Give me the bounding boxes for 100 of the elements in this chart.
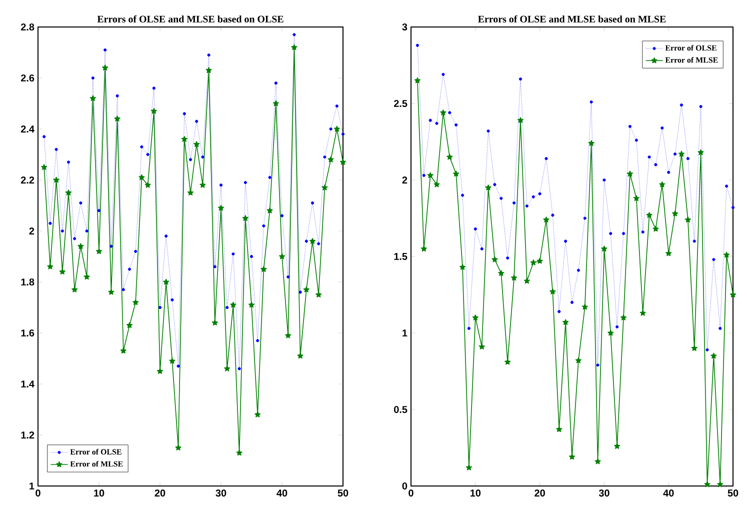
point bbox=[266, 207, 273, 214]
point bbox=[230, 302, 236, 308]
point bbox=[640, 310, 646, 316]
point bbox=[152, 86, 156, 90]
point bbox=[114, 116, 120, 122]
point bbox=[568, 454, 576, 460]
chart-title: Errors of OLSE and MLSE based on OLSE bbox=[97, 15, 284, 22]
point bbox=[224, 366, 230, 372]
y-tick-label: 3 bbox=[402, 23, 408, 31]
point bbox=[442, 72, 445, 76]
point bbox=[91, 76, 94, 80]
point bbox=[620, 314, 627, 320]
point bbox=[78, 243, 84, 249]
point bbox=[575, 357, 582, 364]
chart-title: Errors of OLSE and MLSE based on MLSE bbox=[478, 15, 666, 22]
x-tick-label: 40 bbox=[663, 490, 674, 497]
point bbox=[170, 298, 174, 302]
point bbox=[303, 286, 310, 292]
point bbox=[59, 268, 66, 274]
point bbox=[691, 345, 698, 351]
point bbox=[634, 138, 638, 142]
point bbox=[510, 274, 518, 281]
point bbox=[84, 274, 90, 280]
point bbox=[254, 411, 261, 418]
point bbox=[260, 266, 267, 272]
point bbox=[626, 170, 634, 177]
point bbox=[181, 136, 188, 142]
point bbox=[614, 443, 620, 449]
point bbox=[188, 158, 192, 162]
point bbox=[244, 181, 247, 184]
point bbox=[138, 174, 145, 180]
point bbox=[543, 216, 550, 222]
point bbox=[323, 156, 326, 159]
point bbox=[550, 288, 556, 294]
point bbox=[467, 326, 471, 330]
x-tick-label: 40 bbox=[276, 490, 288, 497]
point bbox=[699, 105, 702, 108]
point bbox=[85, 229, 88, 233]
point bbox=[712, 258, 716, 262]
point bbox=[194, 141, 200, 147]
point bbox=[416, 44, 419, 47]
x-tick-label: 50 bbox=[338, 490, 348, 497]
point bbox=[236, 450, 242, 456]
x-tick-label: 0 bbox=[36, 490, 40, 497]
point bbox=[250, 254, 254, 258]
point bbox=[213, 265, 216, 268]
point bbox=[79, 201, 82, 204]
point bbox=[206, 67, 212, 73]
point bbox=[724, 252, 730, 258]
y-tick-label: 1.5 bbox=[394, 253, 408, 260]
point bbox=[128, 268, 132, 271]
x-tick-label: 20 bbox=[154, 490, 166, 497]
point bbox=[334, 126, 340, 132]
point bbox=[309, 238, 316, 244]
point bbox=[73, 237, 76, 240]
point bbox=[594, 458, 601, 464]
y-tick-label: 2.6 bbox=[20, 74, 34, 82]
point bbox=[583, 216, 586, 220]
point bbox=[329, 127, 332, 131]
point bbox=[717, 481, 724, 488]
x-tick-label: 20 bbox=[534, 490, 545, 497]
point bbox=[730, 292, 736, 298]
point bbox=[485, 184, 492, 190]
point bbox=[102, 64, 108, 70]
point bbox=[704, 481, 710, 488]
y-tick-label: 2 bbox=[29, 228, 34, 234]
point bbox=[459, 264, 466, 270]
point bbox=[466, 464, 472, 470]
y-tick-label: 2.4 bbox=[20, 126, 34, 132]
point bbox=[486, 129, 490, 133]
point bbox=[672, 210, 678, 216]
y-tick-label: 0 bbox=[402, 482, 408, 490]
point bbox=[678, 150, 685, 157]
point bbox=[146, 152, 150, 156]
point bbox=[570, 300, 574, 304]
point bbox=[280, 214, 284, 218]
point bbox=[536, 258, 543, 264]
point bbox=[446, 154, 453, 160]
point bbox=[116, 94, 119, 98]
point bbox=[660, 126, 664, 130]
point bbox=[108, 289, 114, 295]
point bbox=[498, 270, 504, 276]
point bbox=[680, 103, 684, 107]
point bbox=[90, 95, 96, 102]
point bbox=[659, 181, 666, 188]
point bbox=[448, 111, 452, 114]
y-tick-label: 0.5 bbox=[394, 406, 408, 414]
point bbox=[212, 320, 218, 326]
point bbox=[248, 302, 255, 308]
point bbox=[524, 278, 530, 284]
point bbox=[134, 250, 138, 253]
point bbox=[322, 184, 328, 190]
point bbox=[218, 204, 224, 211]
point bbox=[272, 100, 279, 106]
point bbox=[187, 190, 194, 196]
point bbox=[609, 232, 612, 236]
point bbox=[238, 367, 241, 370]
point bbox=[96, 248, 102, 254]
point bbox=[492, 256, 498, 262]
point bbox=[530, 259, 536, 266]
